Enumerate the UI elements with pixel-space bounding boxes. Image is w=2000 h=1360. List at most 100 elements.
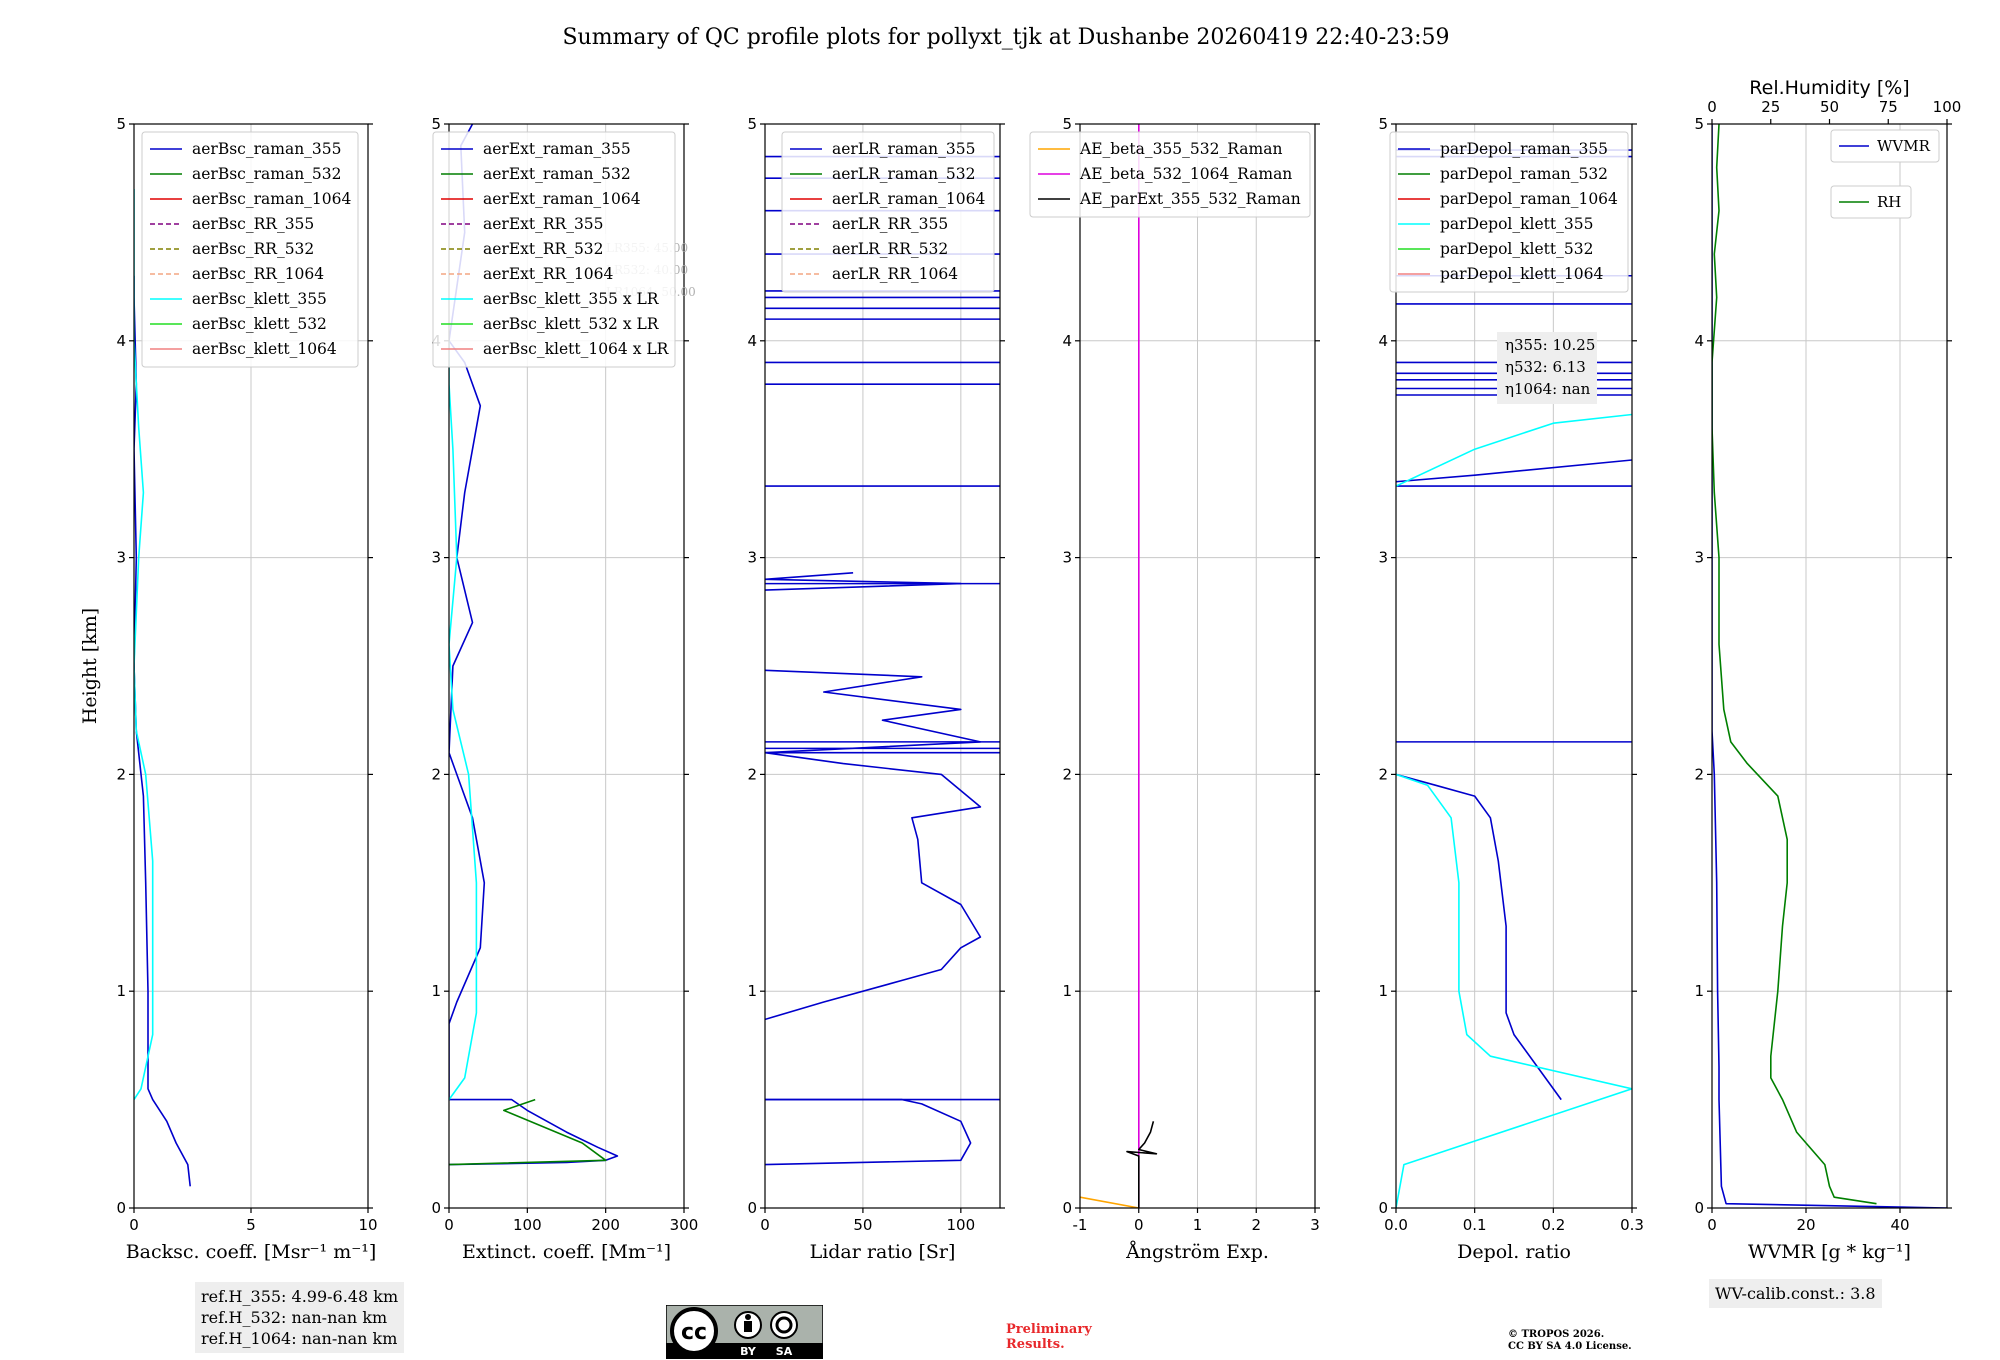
x-axis-label: Lidar ratio [Sr]	[810, 1241, 956, 1263]
y-tick-label: 0	[431, 1199, 441, 1217]
legend-backscatter: aerBsc_raman_355 aerBsc_raman_532 aerBsc_r…	[141, 131, 359, 368]
y-tick-label: 0	[1062, 1199, 1072, 1217]
cc-by-sa-badge[interactable]: cc BY SA	[666, 1305, 823, 1359]
x2-tick-label: 25	[1761, 98, 1780, 116]
legend-label: parDepol_klett_1064	[1440, 265, 1603, 283]
annotation-line: η532: 6.13	[1505, 358, 1586, 376]
legend-box	[1830, 129, 1940, 163]
y-tick-label: 2	[1694, 765, 1704, 783]
legend-label: aerBsc_klett_355	[192, 290, 327, 308]
plot-extinction: 0100200300012345Extinct. coeff. [Mm⁻¹]LR…	[431, 115, 698, 1263]
legend-label: aerLR_RR_532	[832, 240, 948, 258]
x-tick-label: 0.1	[1463, 1216, 1487, 1234]
series-depol-2	[1396, 459, 1632, 483]
legend-label: aerLR_raman_355	[832, 140, 975, 158]
x-tick-label: 100	[947, 1216, 976, 1234]
legend-label: aerBsc_RR_355	[192, 215, 314, 233]
legend-depol: parDepol_raman_355 parDepol_raman_532 parD…	[1389, 131, 1629, 293]
legend-label: AE_parExt_355_532_Raman	[1079, 190, 1301, 208]
y-tick-label: 1	[747, 982, 757, 1000]
x-axis-label: Ångström Exp.	[1125, 1241, 1269, 1263]
legend-box	[141, 131, 359, 368]
y-tick-label: 0	[1694, 1199, 1704, 1217]
x-axis-label: Extinct. coeff. [Mm⁻¹]	[462, 1241, 671, 1263]
legend-label: aerBsc_klett_532	[192, 315, 327, 333]
x2-tick-label: 0	[1707, 98, 1717, 116]
series-wv-0	[1712, 124, 1947, 1208]
y-tick-label: 5	[116, 115, 126, 133]
series-backscatter-0	[134, 275, 191, 1187]
annotation-depol: η355: 10.25 η532: 6.13 η1064: nan	[1497, 332, 1597, 404]
x-tick-label: 0	[444, 1216, 454, 1234]
legend-lidar_ratio: aerLR_raman_355 aerLR_raman_532 aerLR_rama…	[781, 131, 995, 293]
legend-label: aerBsc_RR_1064	[192, 265, 324, 283]
copyright-line-1: © TROPOS 2026.	[1508, 1329, 1605, 1340]
x-tick-label: 20	[1796, 1216, 1815, 1234]
y-tick-label: 3	[1062, 549, 1072, 567]
legend-label: aerExt_raman_1064	[483, 190, 641, 208]
plot-data-lidar_ratio	[765, 155, 1000, 1166]
x-tick-label: 300	[670, 1216, 699, 1234]
legend-label: aerLR_RR_1064	[832, 265, 958, 283]
ref-height-355: ref.H_355: 4.99-6.48 km	[201, 1287, 399, 1306]
legend-label: aerLR_RR_355	[832, 215, 948, 233]
wv-calib-box: WV-calib.const.: 3.8	[1709, 1279, 1882, 1308]
legend-label: aerExt_RR_355	[483, 215, 604, 233]
plot-data-wv	[1712, 124, 1947, 1208]
y-tick-label: 5	[431, 115, 441, 133]
x-tick-label: 0.0	[1384, 1216, 1408, 1234]
y-tick-label: 3	[747, 549, 757, 567]
axes-frame-wv	[1711, 123, 1948, 1209]
plot-data-depol	[1396, 149, 1632, 1208]
x-tick-label: 1	[1193, 1216, 1203, 1234]
plot-data-backscatter	[134, 189, 191, 1187]
legend-label: aerBsc_klett_532 x LR	[483, 315, 660, 333]
series-wv-1	[1712, 124, 1877, 1205]
y-tick-label: 5	[1062, 115, 1072, 133]
ref-height-1064: ref.H_1064: nan-nan km	[201, 1329, 398, 1348]
y-tick-label: 2	[116, 765, 126, 783]
legend-angstrom: AE_beta_355_532_Raman AE_beta_532_1064_Ra…	[1029, 131, 1311, 218]
y-tick-label: 1	[1378, 982, 1388, 1000]
legend-label: WVMR	[1877, 137, 1931, 155]
x-axis-label: Depol. ratio	[1457, 1241, 1571, 1263]
y-tick-label: 1	[1062, 982, 1072, 1000]
y-tick-label: 0	[116, 1199, 126, 1217]
legend-label: aerExt_RR_532	[483, 240, 604, 258]
series-backscatter-1	[134, 189, 154, 1101]
axes-frame-lidar_ratio	[764, 123, 1001, 1209]
series-lidar_ratio-2	[765, 572, 962, 591]
legend-label: parDepol_raman_355	[1440, 140, 1608, 158]
ref-height-532: ref.H_532: nan-nan km	[201, 1308, 388, 1327]
series-lidar_ratio-0	[765, 1098, 972, 1166]
legend-label: aerExt_raman_532	[483, 165, 631, 183]
annotation-line: η1064: nan	[1505, 380, 1591, 398]
y-tick-label: 3	[1378, 549, 1388, 567]
legend-box	[1830, 185, 1912, 219]
by-label: BY	[740, 1345, 757, 1358]
x-tick-label: 50	[853, 1216, 872, 1234]
x2-tick-label: 50	[1820, 98, 1839, 116]
reference-height-box: ref.H_355: 4.99-6.48 km ref.H_532: nan-n…	[195, 1282, 405, 1353]
y-tick-label: 4	[1694, 332, 1704, 350]
y-tick-label: 4	[1378, 332, 1388, 350]
legend-label: aerBsc_raman_1064	[192, 190, 352, 208]
y-tick-label: 3	[1694, 549, 1704, 567]
x-tick-label: 0	[760, 1216, 770, 1234]
x-tick-label: -1	[1073, 1216, 1088, 1234]
legend-label: AE_beta_355_532_Raman	[1079, 140, 1282, 158]
x-tick-label: 0.2	[1541, 1216, 1565, 1234]
annotation-line: η355: 10.25	[1505, 336, 1595, 354]
axes-frame-depol	[1395, 123, 1633, 1209]
y-tick-label: 4	[116, 332, 126, 350]
legend-box	[1389, 131, 1629, 293]
x2-tick-label: 100	[1933, 98, 1962, 116]
preliminary-line-1: Preliminary	[1006, 1322, 1092, 1337]
legend-label: parDepol_klett_532	[1440, 240, 1593, 258]
y-tick-label: 3	[116, 549, 126, 567]
y-tick-label: 2	[1062, 765, 1072, 783]
legend-wvmr: WVMR	[1830, 129, 1940, 163]
